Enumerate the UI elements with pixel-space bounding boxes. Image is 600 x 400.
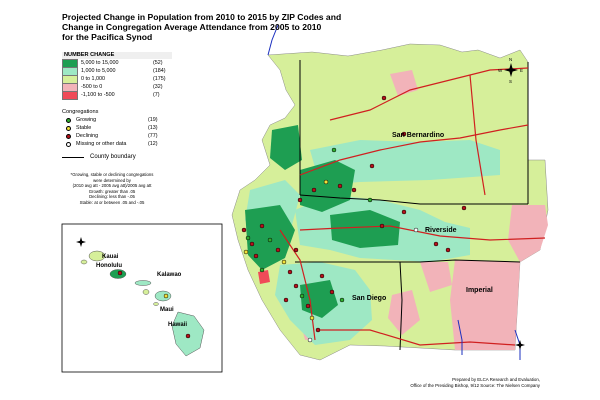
note-line: (2010 avg att - 2005 avg att)/2005 avg a… <box>72 183 152 188</box>
growing-marker-icon <box>66 117 71 123</box>
area-loss-hi <box>420 262 452 292</box>
island-label-maui: Maui <box>160 307 174 313</box>
area-high-growth-ie <box>300 160 355 212</box>
legend-congregation-row: Stable (13) <box>62 124 172 132</box>
note-line: *Growing, stable or declining congregati… <box>70 172 154 177</box>
hawaii-inset <box>61 223 223 373</box>
legend-congregation-row: Declining (77) <box>62 132 172 140</box>
area-loss-mountain <box>388 290 420 335</box>
compass-rose-inset-icon <box>76 237 86 247</box>
area-high-growth-riverside <box>330 210 400 248</box>
legend-class-label: 0 to 1,000 <box>81 75 105 82</box>
hawaii-inset-frame <box>61 223 223 373</box>
legend-congregation-label: Growing <box>76 116 97 123</box>
kahoolawe-island <box>153 302 159 306</box>
compass-rose-icon: N S W E <box>498 57 523 84</box>
island-label-kauai: Kauai <box>102 254 119 260</box>
area-high-growth-coast <box>245 205 295 270</box>
legend-class-label: 5,000 to 15,000 <box>81 59 119 66</box>
legend-congregation-label: Declining <box>76 132 99 139</box>
compass-rose-bottom-icon <box>515 340 525 350</box>
legend-county-boundary-label: County boundary <box>90 154 136 160</box>
lanai-island <box>142 289 150 295</box>
note-line: were determined by <box>93 177 131 183</box>
legend-class-label: -1,100 to -500 <box>81 91 115 98</box>
area-growth-north <box>310 140 500 185</box>
stable-marker-icon <box>66 125 71 131</box>
legend-class-count: (52) <box>153 59 163 66</box>
credit-line: Prepared by ELCA Research and Evaluation… <box>452 377 540 382</box>
credit-line: Office of the Presiding Bishop, 9/12 Sou… <box>410 382 540 388</box>
county-label-imperial: Imperial <box>466 287 493 294</box>
area-high-growth-sd <box>300 280 338 318</box>
kauai-island <box>88 250 106 262</box>
legend-congregation-count: (13) <box>148 124 158 131</box>
county-label-riverside: Riverside <box>425 227 457 234</box>
svg-text:S: S <box>509 79 512 84</box>
legend-header: NUMBER CHANGE <box>62 52 172 59</box>
island-label-kalawao: Kalawao <box>157 272 182 278</box>
legend-class-row: 1,000 to 5,000 (184) <box>62 66 172 76</box>
legend-class-count: (7) <box>153 91 160 98</box>
note-line: Stable: at or between .05 and -.05 <box>79 199 145 205</box>
legend-class-row: -1,100 to -500 (7) <box>62 90 172 100</box>
area-high-growth-north <box>270 125 302 170</box>
congregation-markers <box>241 95 467 343</box>
legend-county-boundary: County boundary <box>62 154 172 161</box>
area-loss-imperial <box>450 260 520 350</box>
note-line: Declining: less than -.05 <box>89 194 135 199</box>
legend-congregations-title: Congregations <box>62 109 99 115</box>
legend-class-label: 1,000 to 5,000 <box>81 67 116 74</box>
molokai-island <box>134 280 152 286</box>
map-title-line-3: for the Pacifica Synod <box>62 32 153 42</box>
area-severe-loss <box>258 270 270 284</box>
declining-marker-icon <box>66 133 71 139</box>
note-line: Growth: greater than .05 <box>88 188 136 194</box>
legend-class-row: 0 to 1,000 (175) <box>62 74 172 84</box>
legend-congregation-count: (19) <box>148 116 158 123</box>
legend-class-label: -500 to 0 <box>81 83 103 90</box>
legend-class-count: (184) <box>153 67 166 74</box>
legend-congregation-label: Stable <box>76 124 92 131</box>
svg-text:W: W <box>498 68 503 73</box>
legend-swatch <box>62 90 78 100</box>
niihau-island <box>80 259 88 265</box>
missing-marker-icon <box>66 141 71 147</box>
legend-class-row: -500 to 0 (32) <box>62 82 172 92</box>
mainland-region <box>231 24 549 361</box>
svg-text:N: N <box>509 57 512 62</box>
legend-congregation-count: (77) <box>148 132 158 139</box>
legend-class-row: 5,000 to 15,000 (52) <box>62 58 172 68</box>
island-label-honolulu: Honolulu <box>96 263 122 269</box>
source-credit: Prepared by ELCA Research and Evaluation… <box>410 377 540 388</box>
county-label-san-diego: San Diego <box>352 295 386 302</box>
legend-congregation-count: (12) <box>148 140 158 147</box>
methodology-note: *Growing, stable or declining congregati… <box>62 172 162 205</box>
legend-congregation-label: Missing or other data <box>76 140 127 147</box>
island-label-hawaii: Hawaii <box>168 322 187 328</box>
svg-text:E: E <box>520 68 523 73</box>
maui-island <box>154 290 172 302</box>
legend-class-count: (175) <box>153 75 166 82</box>
legend-congregation-row: Missing or other data (12) <box>62 140 172 148</box>
legend-congregation-row: Growing (19) <box>62 116 172 124</box>
map-title: Projected Change in Population from 2010… <box>62 12 362 42</box>
county-label-san-bernardino: San Bernardino <box>392 132 444 139</box>
county-boundary-sd-imperial <box>399 261 403 351</box>
legend-class-count: (32) <box>153 83 163 90</box>
legend: NUMBER CHANGE 5,000 to 15,000 (52) 1,000… <box>62 52 172 161</box>
map-title-line-2: Change in Congregation Average Attendanc… <box>62 22 322 32</box>
county-boundary-line-icon <box>62 157 84 158</box>
map-title-line-1: Projected Change in Population from 2010… <box>62 12 342 22</box>
county-boundary-sb-riverside <box>299 194 528 205</box>
area-loss-east <box>508 205 548 262</box>
